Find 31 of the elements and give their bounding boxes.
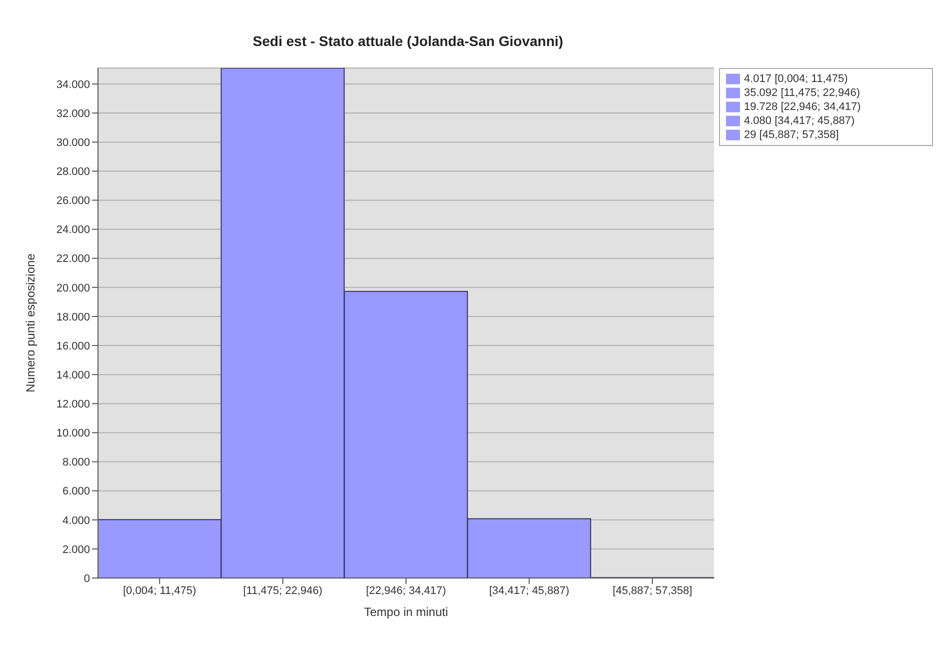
x-tick-label: [45,887; 57,358] xyxy=(612,584,692,597)
y-tick-label: 16.000 xyxy=(56,340,90,352)
y-tick-label: 0 xyxy=(84,572,90,585)
y-tick-label: 6.000 xyxy=(62,486,90,498)
y-tick-label: 12.000 xyxy=(56,398,90,411)
y-axis-title: Numero punti esposizione xyxy=(23,253,38,392)
y-tick-label: 20.000 xyxy=(56,282,90,294)
y-tick-label: 14.000 xyxy=(56,369,90,382)
y-tick-label: 10.000 xyxy=(56,428,90,440)
y-tick-label: 18.000 xyxy=(56,311,90,324)
x-axis-title: Tempo in minuti xyxy=(364,605,448,619)
y-tick-label: 24.000 xyxy=(56,224,90,236)
y-tick-label: 34.000 xyxy=(56,78,90,91)
y-tick-label: 22.000 xyxy=(56,253,90,266)
legend-label: 29 [45,887; 57,358] xyxy=(744,129,839,142)
y-tick-label: 8.000 xyxy=(62,456,90,469)
x-tick-label: [22,946; 34,417) xyxy=(366,584,446,597)
y-tick-label: 28.000 xyxy=(56,166,90,178)
y-tick-label: 32.000 xyxy=(56,108,90,120)
x-tick-label: [0,004; 11,475) xyxy=(123,584,196,597)
y-tick-label: 4.000 xyxy=(62,514,90,527)
x-tick-label: [11,475; 22,946) xyxy=(243,584,322,597)
legend-label: 19.728 [22,946; 34,417) xyxy=(744,101,861,114)
legend-label: 35.092 [11,475; 22,946) xyxy=(744,87,860,100)
chart-title: Sedi est - Stato attuale (Jolanda-San Giovanni) xyxy=(252,33,564,49)
y-tick-label: 30.000 xyxy=(56,137,90,150)
x-tick-label: [34,417; 45,887) xyxy=(489,584,570,597)
y-tick-label: 2.000 xyxy=(62,544,90,556)
y-tick-label: 26.000 xyxy=(56,195,90,208)
legend-label: 4.017 [0,004; 11,475) xyxy=(744,73,848,85)
legend-label: 4.080 [34,417; 45,887) xyxy=(744,115,855,128)
